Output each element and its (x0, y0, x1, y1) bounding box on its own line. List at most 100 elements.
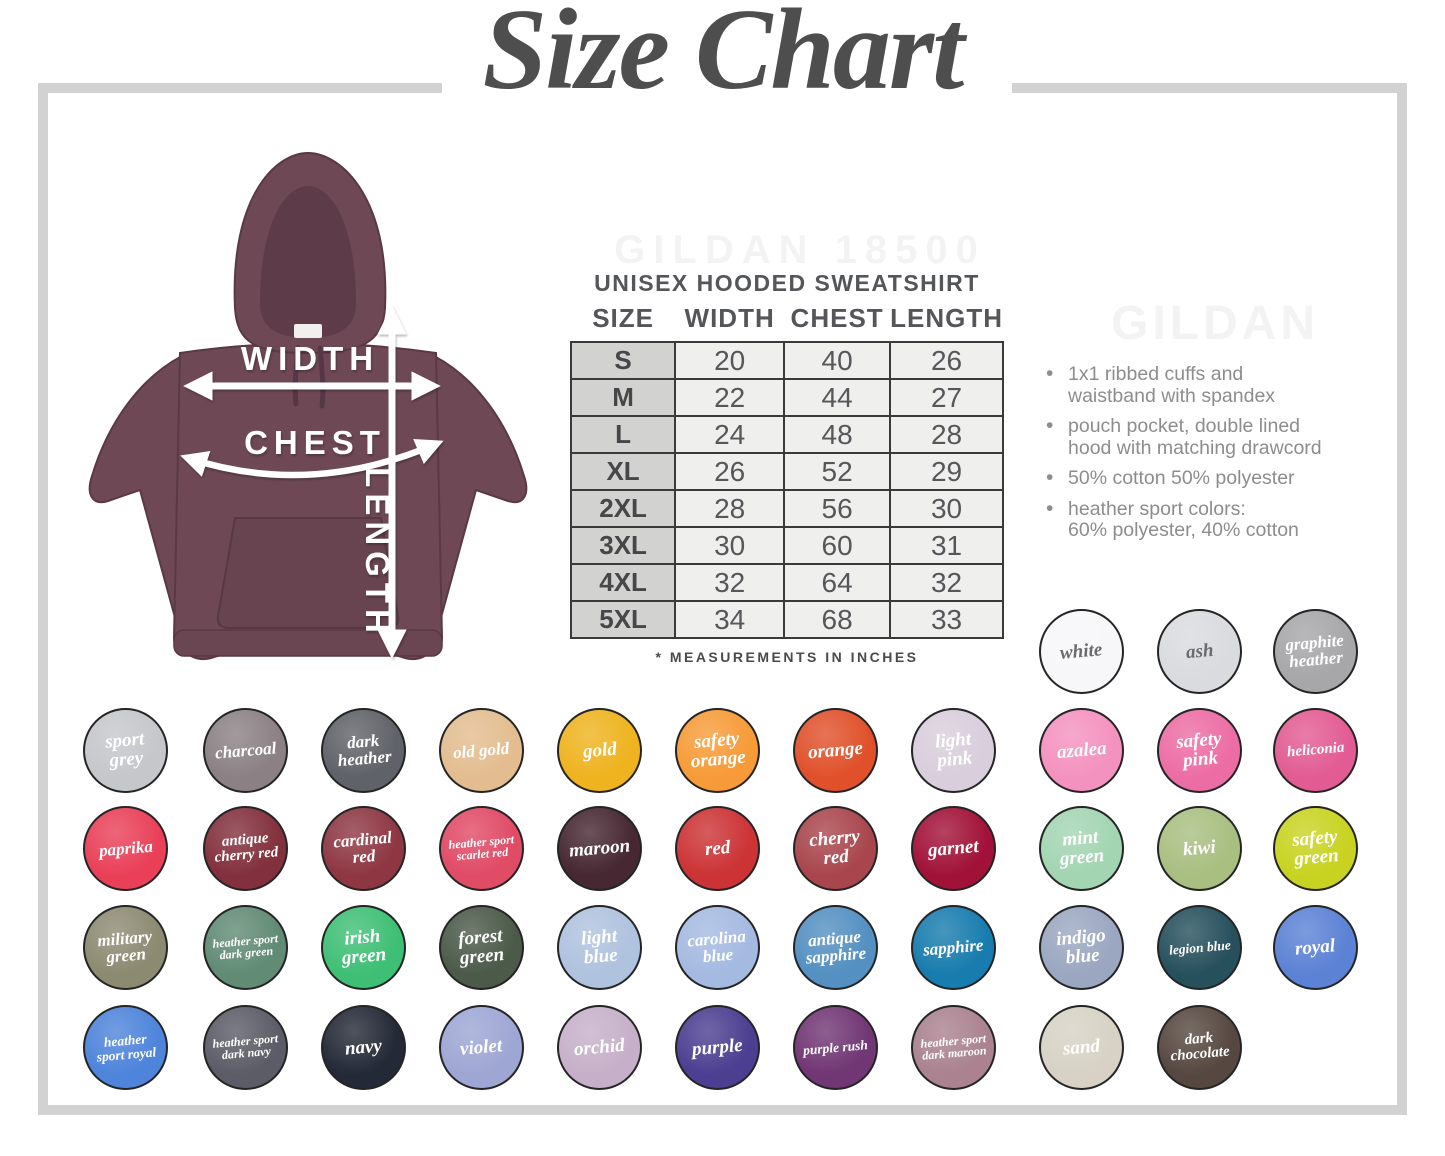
page-title: Size Chart (482, 0, 965, 114)
color-swatch-label: indigo blue (1055, 925, 1107, 969)
measure-cell: 26 (889, 341, 1004, 380)
table-footnote: * MEASUREMENTS IN INCHES (655, 649, 919, 665)
watermark-brand: GILDAN (1111, 297, 1319, 350)
color-swatch-label: white (1059, 639, 1104, 664)
size-cell: 3XL (569, 526, 677, 565)
color-swatch-label: light blue (579, 925, 619, 969)
watermark-model-number: GILDAN 18500 (614, 228, 986, 272)
measure-cell: 34 (674, 600, 786, 639)
color-swatch-label: safety green (1291, 826, 1340, 871)
measure-cell: 32 (889, 563, 1004, 602)
swatch-cherry-red: cherry red (793, 806, 878, 891)
swatch-antique-sapphire: antique sapphire (793, 905, 878, 990)
size-table-section: UNISEX HOODED SWEATSHIRT SIZE WIDTH CHEST L… (569, 270, 1004, 665)
swatch-indigo-blue: indigo blue (1039, 905, 1124, 990)
measure-cell: 48 (783, 415, 892, 454)
measure-cell: 31 (889, 526, 1004, 565)
swatch-irish-green: irish green (321, 905, 406, 990)
swatch-purple: purple (675, 1005, 760, 1090)
feature-list: 1x1 ribbed cuffs and waistband with span… (1042, 363, 1394, 551)
hood-opening (260, 186, 356, 338)
color-swatch-label: graphite heather (1284, 630, 1345, 672)
color-swatch-label: heather sport dark green (211, 931, 279, 963)
size-row-xl: XL 26 52 29 (569, 452, 1004, 491)
swatch-kiwi: kiwi (1157, 806, 1242, 891)
color-swatch-label: gold (581, 738, 618, 763)
swatch-sapphire: sapphire (911, 905, 996, 990)
measure-cell: 68 (783, 600, 892, 639)
swatch-garnet: garnet (911, 806, 996, 891)
color-swatch-label: red (703, 836, 732, 860)
gildan-neck-label (294, 324, 322, 338)
color-swatch-label: dark chocolate (1169, 1030, 1231, 1066)
measure-cell: 52 (783, 452, 892, 491)
swatch-red: red (675, 806, 760, 891)
swatch-azalea: azalea (1039, 708, 1124, 793)
measure-cell: 33 (889, 600, 1004, 639)
color-swatch-label: forest green (457, 925, 506, 970)
column-header-size: SIZE (592, 303, 654, 333)
size-row-l: L 24 48 28 (569, 415, 1004, 454)
swatch-graphite-heather: graphite heather (1273, 609, 1358, 694)
color-swatch-label: purple (691, 1034, 744, 1060)
swatch-legion-blue: legion blue (1157, 905, 1242, 990)
color-swatch-label: carolina blue (686, 926, 747, 967)
color-swatch-label: maroon (568, 835, 631, 862)
swatch-orange: orange (793, 708, 878, 793)
swatch-royal: royal (1273, 905, 1358, 990)
swatch-maroon: maroon (557, 806, 642, 891)
color-swatch-label: orchid (573, 1034, 626, 1060)
column-header-chest: CHEST (790, 303, 884, 333)
swatch-orchid: orchid (557, 1005, 642, 1090)
measure-cell: 28 (889, 415, 1004, 454)
measure-cell: 26 (674, 452, 786, 491)
swatch-sand: sand (1039, 1005, 1124, 1090)
measure-cell: 40 (783, 341, 892, 380)
color-swatch-label: azalea (1055, 737, 1108, 763)
size-cell: M (569, 378, 677, 417)
feature-item: 50% cotton 50% polyester (1042, 467, 1394, 490)
swatch-dark-heather: dark heather (321, 708, 406, 793)
swatch-carolina-blue: carolina blue (675, 905, 760, 990)
swatch-ash: ash (1157, 609, 1242, 694)
swatch-heather-sport-dark-navy: heather sport dark navy (203, 1005, 288, 1090)
size-cell: XL (569, 452, 677, 491)
swatch-heather-sport-scarlet-red: heather sport scarlet red (439, 806, 524, 891)
table-title: UNISEX HOODED SWEATSHIRT (594, 270, 980, 296)
color-swatch-label: antique sapphire (805, 926, 868, 969)
color-swatch-label: old gold (452, 738, 511, 763)
color-swatch-label: garnet (927, 835, 980, 861)
feature-item: heather sport colors: 60% polyester, 40%… (1042, 498, 1394, 542)
color-swatch-label: heliconia (1286, 739, 1345, 761)
swatch-forest-green: forest green (439, 905, 524, 990)
color-swatch-label: charcoal (214, 738, 277, 763)
color-swatch-label: violet (459, 1035, 504, 1060)
color-swatch-label: dark heather (336, 730, 392, 771)
color-swatch-label: orange (807, 737, 864, 764)
swatch-old-gold: old gold (439, 708, 524, 793)
size-row-s: S 20 40 26 (569, 341, 1004, 380)
hoodie-waistband (173, 629, 443, 657)
size-table: SIZE WIDTH CHEST LENGTH S 20 40 26 M 22 44 27 L 24 48… (569, 301, 1004, 639)
color-swatch-label: military green (96, 926, 153, 968)
column-header-width: WIDTH (684, 303, 775, 333)
swatch-safety-green: safety green (1273, 806, 1358, 891)
swatch-mint-green: mint green (1039, 806, 1124, 891)
size-row-2xl: 2XL 28 56 30 (569, 489, 1004, 528)
measure-cell: 44 (783, 378, 892, 417)
color-swatch-label: heather sport dark maroon (919, 1031, 987, 1064)
color-swatch-label: heather sport dark navy (211, 1031, 279, 1063)
measure-cell: 64 (783, 563, 892, 602)
color-swatch-label: irish green (341, 925, 388, 970)
color-swatch-label: paprika (97, 836, 154, 861)
swatch-charcoal: charcoal (203, 708, 288, 793)
feature-item: pouch pocket, double lined hood with mat… (1042, 415, 1394, 459)
hoodie-illustration: WIDTH CHEST LENGTH (88, 151, 528, 661)
swatch-violet: violet (439, 1005, 524, 1090)
hoodie-diagram: WIDTH CHEST LENGTH (70, 138, 535, 668)
color-swatch-label: antique cherry red (213, 830, 279, 867)
color-swatch-label: heather sport scarlet red (447, 832, 515, 864)
measure-cell: 22 (674, 378, 786, 417)
swatch-white: white (1039, 609, 1124, 694)
